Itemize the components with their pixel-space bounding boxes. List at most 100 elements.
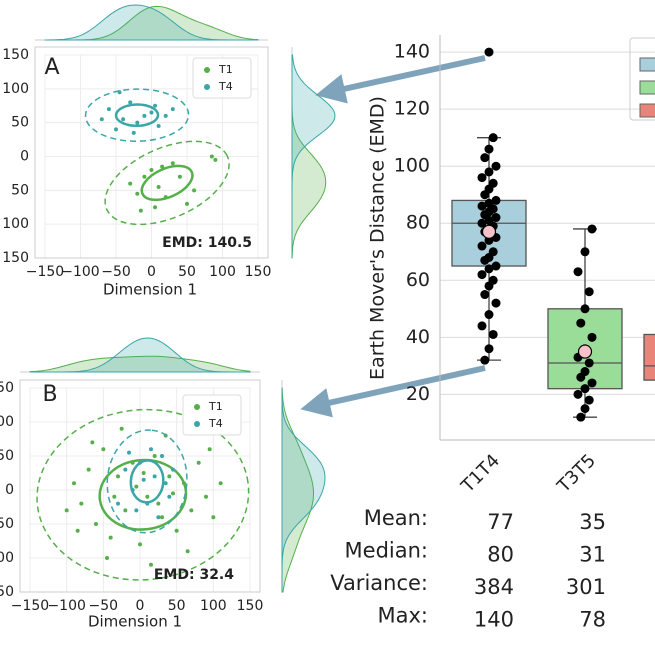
stat-value: 78 [579, 608, 606, 632]
data-point [142, 174, 147, 179]
data-point [135, 191, 140, 196]
arrow [300, 365, 486, 418]
confidence-ellipse [136, 159, 198, 207]
data-point [156, 124, 161, 129]
annotation: EMD: 32.4 [154, 567, 234, 583]
data-point [86, 467, 91, 472]
data-point [105, 556, 109, 560]
swarm-point [488, 329, 498, 339]
data-point [167, 474, 172, 479]
stat-value: 384 [474, 575, 514, 599]
legend-label: T1 [218, 63, 233, 76]
data-point [112, 494, 117, 499]
swarm-point [491, 213, 501, 223]
confidence-ellipse [95, 455, 190, 534]
swarm-point [484, 264, 494, 274]
data-point [94, 522, 98, 526]
data-point [156, 515, 161, 520]
outlier [484, 47, 494, 57]
x-tick-label: 100 [200, 598, 227, 614]
data-point [153, 205, 158, 210]
y-tick-label: 150 [2, 47, 29, 63]
x-tick-label: 0 [147, 264, 156, 280]
stat-value: 80 [487, 543, 514, 567]
box [643, 333, 655, 381]
swarm-point [477, 173, 487, 183]
marginal-kde [29, 355, 251, 373]
data-point [171, 467, 175, 472]
swarm-point [580, 367, 590, 377]
data-point [141, 477, 146, 482]
x-tick-label: 50 [178, 264, 196, 280]
data-point [130, 460, 135, 465]
swarm-point [491, 161, 501, 171]
swarm-point [480, 355, 490, 365]
swarm-point [584, 287, 594, 297]
swarm-point [488, 133, 498, 143]
data-point [207, 447, 212, 452]
data-point [142, 113, 147, 118]
data-point [108, 535, 113, 540]
data-point [101, 447, 106, 452]
data-point [160, 454, 164, 458]
confidence-ellipse [116, 104, 158, 126]
data-point [209, 154, 214, 159]
data-point [189, 508, 194, 513]
data-point [64, 508, 69, 513]
y-tick-label: 100 [2, 216, 29, 232]
plot-frame [19, 379, 261, 593]
y-tick-label: 100 [2, 81, 29, 97]
x-tick-label: −150 [26, 264, 64, 280]
swarm-point [488, 178, 498, 188]
swarm-point [477, 218, 487, 228]
data-point [116, 474, 120, 479]
data-point [127, 450, 131, 455]
x-tick-label: 100 [209, 264, 236, 280]
x-tick-label: 0 [136, 598, 145, 614]
data-point [185, 549, 190, 554]
data-point [130, 488, 135, 492]
y-tick-label: 50 [0, 380, 14, 396]
y-tick-label: 120 [394, 98, 430, 120]
y-axis-label: Earth Mover's Distance (EMD) [367, 96, 389, 380]
data-point [170, 107, 175, 112]
data-point [149, 562, 153, 567]
x-tick-label: 150 [237, 598, 264, 614]
y-tick-label: 20 [406, 383, 430, 405]
x-tick-label: 50 [168, 598, 186, 614]
data-point [72, 481, 76, 486]
swarm-point [477, 321, 487, 331]
swarm-point [484, 144, 494, 154]
data-point [134, 508, 139, 513]
data-point [218, 481, 223, 486]
y-tick-label: 60 [406, 269, 430, 291]
x-axis-label: Dimension 1 [103, 281, 197, 299]
data-point [114, 127, 118, 132]
data-point [138, 460, 142, 465]
stat-value: 77 [487, 510, 514, 534]
legend-label: T4 [218, 80, 233, 93]
y-tick-label: 50 [0, 516, 14, 532]
swarm-point [477, 270, 487, 280]
data-point [160, 164, 165, 169]
stat-value: 31 [579, 543, 606, 567]
x-tick-label: −100 [61, 264, 99, 280]
swarm-point [488, 275, 498, 285]
swarm-point [573, 267, 583, 277]
confidence-ellipse [26, 398, 259, 591]
swarm-point [480, 153, 490, 163]
data-point [163, 113, 168, 118]
data-point [128, 100, 133, 105]
confidence-ellipse [85, 88, 189, 142]
data-point [174, 528, 179, 533]
stat-value: 301 [566, 575, 606, 599]
data-point [171, 491, 175, 496]
swarm-point [484, 310, 494, 320]
data-point [145, 501, 150, 506]
stat-label: Variance: [330, 571, 428, 595]
panel-label: A [44, 55, 59, 80]
marginal-kde [291, 54, 336, 258]
legend-box [629, 37, 655, 121]
plot-frame [34, 46, 269, 259]
